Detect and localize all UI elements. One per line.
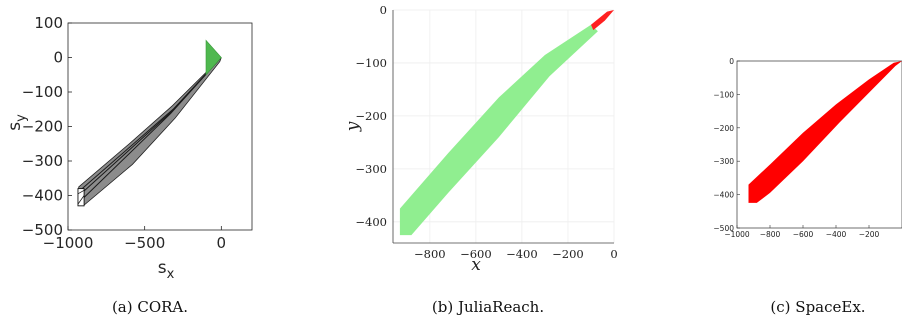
x-tick-label: −800 xyxy=(414,247,446,261)
y-tick-label: −500 xyxy=(22,221,63,239)
y-tick-label: −200 xyxy=(713,124,734,133)
x-tick-label: −400 xyxy=(506,247,538,261)
y-tick-label: −300 xyxy=(355,162,387,176)
x-tick-label: −200 xyxy=(552,247,584,261)
y-tick-label: −100 xyxy=(22,83,63,101)
y-tick-label: 0 xyxy=(729,57,734,66)
reach-tube-near-origin xyxy=(591,10,614,31)
y-tick-label: −300 xyxy=(22,152,63,170)
panel-juliareach: −800 −600 −400 −200 0 0 −100 −200 −300 −400 x y xyxy=(343,3,618,275)
x-tick-label: −200 xyxy=(859,230,880,239)
plot-frame xyxy=(736,60,902,229)
reach-tube xyxy=(748,61,902,203)
panel-spaceex: −1000 −800 −600 −400 −200 0 −100 −200 −300 −400 −5… xyxy=(713,57,902,239)
reach-tube-inner-line xyxy=(79,57,221,191)
x-tick-label: 0 xyxy=(610,247,617,261)
y-tick-label: −400 xyxy=(713,191,734,200)
y-tick-label: −200 xyxy=(22,118,63,136)
caption-spaceex: (c) SpaceEx. xyxy=(770,298,865,316)
y-tick-label: −400 xyxy=(355,215,387,229)
y-axis-label-subscript: y xyxy=(14,114,29,122)
x-tick-label: −600 xyxy=(793,230,814,239)
caption-cora: (a) CORA. xyxy=(112,298,188,316)
x-tick-label: −800 xyxy=(760,230,781,239)
y-tick-label: 100 xyxy=(34,14,63,32)
y-tick-label: 0 xyxy=(380,3,387,17)
reach-tube xyxy=(399,24,598,236)
y-tick-label: −400 xyxy=(22,187,63,205)
x-tick-label: −600 xyxy=(460,247,492,261)
x-axis-label-subscript: x xyxy=(167,267,175,282)
y-tick-label: −300 xyxy=(713,157,734,166)
final-box-hatch xyxy=(77,190,85,195)
y-axis-label: y xyxy=(343,121,363,132)
y-tick-label: −500 xyxy=(713,224,734,233)
x-tick-label: 0 xyxy=(217,234,227,252)
x-axis-label: x xyxy=(471,255,481,275)
final-box-hatch xyxy=(77,195,85,205)
x-axis-label: sx xyxy=(158,258,175,282)
y-tick-label: 0 xyxy=(53,49,63,67)
x-tick-label: −500 xyxy=(124,234,165,252)
y-tick-label: −100 xyxy=(713,90,734,99)
x-tick-label: −1000 xyxy=(724,230,750,239)
x-tick-label: −400 xyxy=(826,230,847,239)
final-box xyxy=(77,188,85,207)
initial-set xyxy=(205,39,222,76)
y-tick-label: −200 xyxy=(355,109,387,123)
x-tick-label: −1000 xyxy=(43,234,94,252)
caption-juliareach: (b) JuliaReach. xyxy=(432,298,544,316)
y-tick-label: −100 xyxy=(355,56,387,70)
